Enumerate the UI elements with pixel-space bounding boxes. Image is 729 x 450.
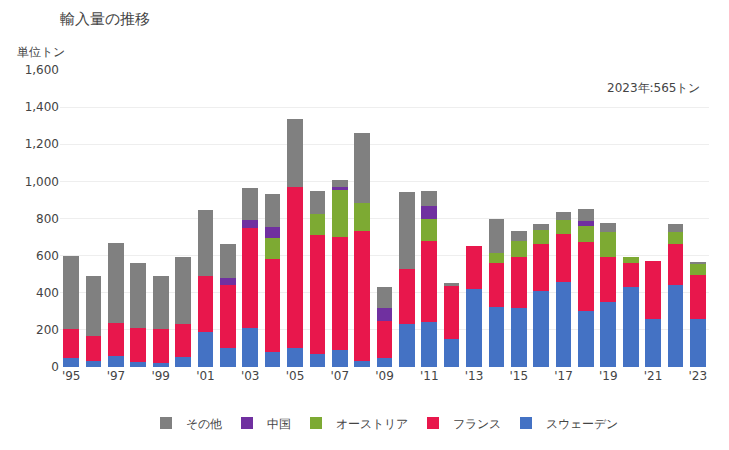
svg-text:1,400: 1,400 xyxy=(25,100,59,114)
svg-text:輸入量の推移: 輸入量の推移 xyxy=(60,10,150,28)
svg-text:0: 0 xyxy=(51,360,59,374)
svg-text:200: 200 xyxy=(36,323,59,337)
svg-text:'19: '19 xyxy=(599,369,618,383)
svg-text:'05: '05 xyxy=(286,369,305,383)
svg-text:600: 600 xyxy=(36,249,59,263)
svg-text:'21: '21 xyxy=(644,369,663,383)
svg-text:'97: '97 xyxy=(107,369,126,383)
svg-text:'15: '15 xyxy=(509,369,528,383)
svg-text:1,000: 1,000 xyxy=(25,175,59,189)
svg-text:その他: その他 xyxy=(186,417,222,431)
svg-text:'11: '11 xyxy=(420,369,439,383)
svg-text:'03: '03 xyxy=(241,369,260,383)
svg-text:400: 400 xyxy=(36,286,59,300)
svg-text:1,600: 1,600 xyxy=(25,63,59,77)
svg-text:2023年:565トン: 2023年:565トン xyxy=(607,81,701,95)
svg-text:'01: '01 xyxy=(196,369,215,383)
svg-text:800: 800 xyxy=(36,212,59,226)
svg-text:'07: '07 xyxy=(330,369,349,383)
svg-text:単位トン: 単位トン xyxy=(17,45,65,59)
svg-text:'23: '23 xyxy=(689,369,708,383)
svg-text:'17: '17 xyxy=(554,369,573,383)
svg-text:スウェーデン: スウェーデン xyxy=(546,417,618,431)
svg-text:中国: 中国 xyxy=(267,417,291,431)
svg-text:'09: '09 xyxy=(375,369,394,383)
svg-text:'13: '13 xyxy=(465,369,484,383)
svg-text:'99: '99 xyxy=(151,369,170,383)
svg-text:'95: '95 xyxy=(62,369,81,383)
svg-text:フランス: フランス xyxy=(453,417,501,431)
svg-text:オーストリア: オーストリア xyxy=(336,417,408,431)
svg-text:1,200: 1,200 xyxy=(25,137,59,151)
